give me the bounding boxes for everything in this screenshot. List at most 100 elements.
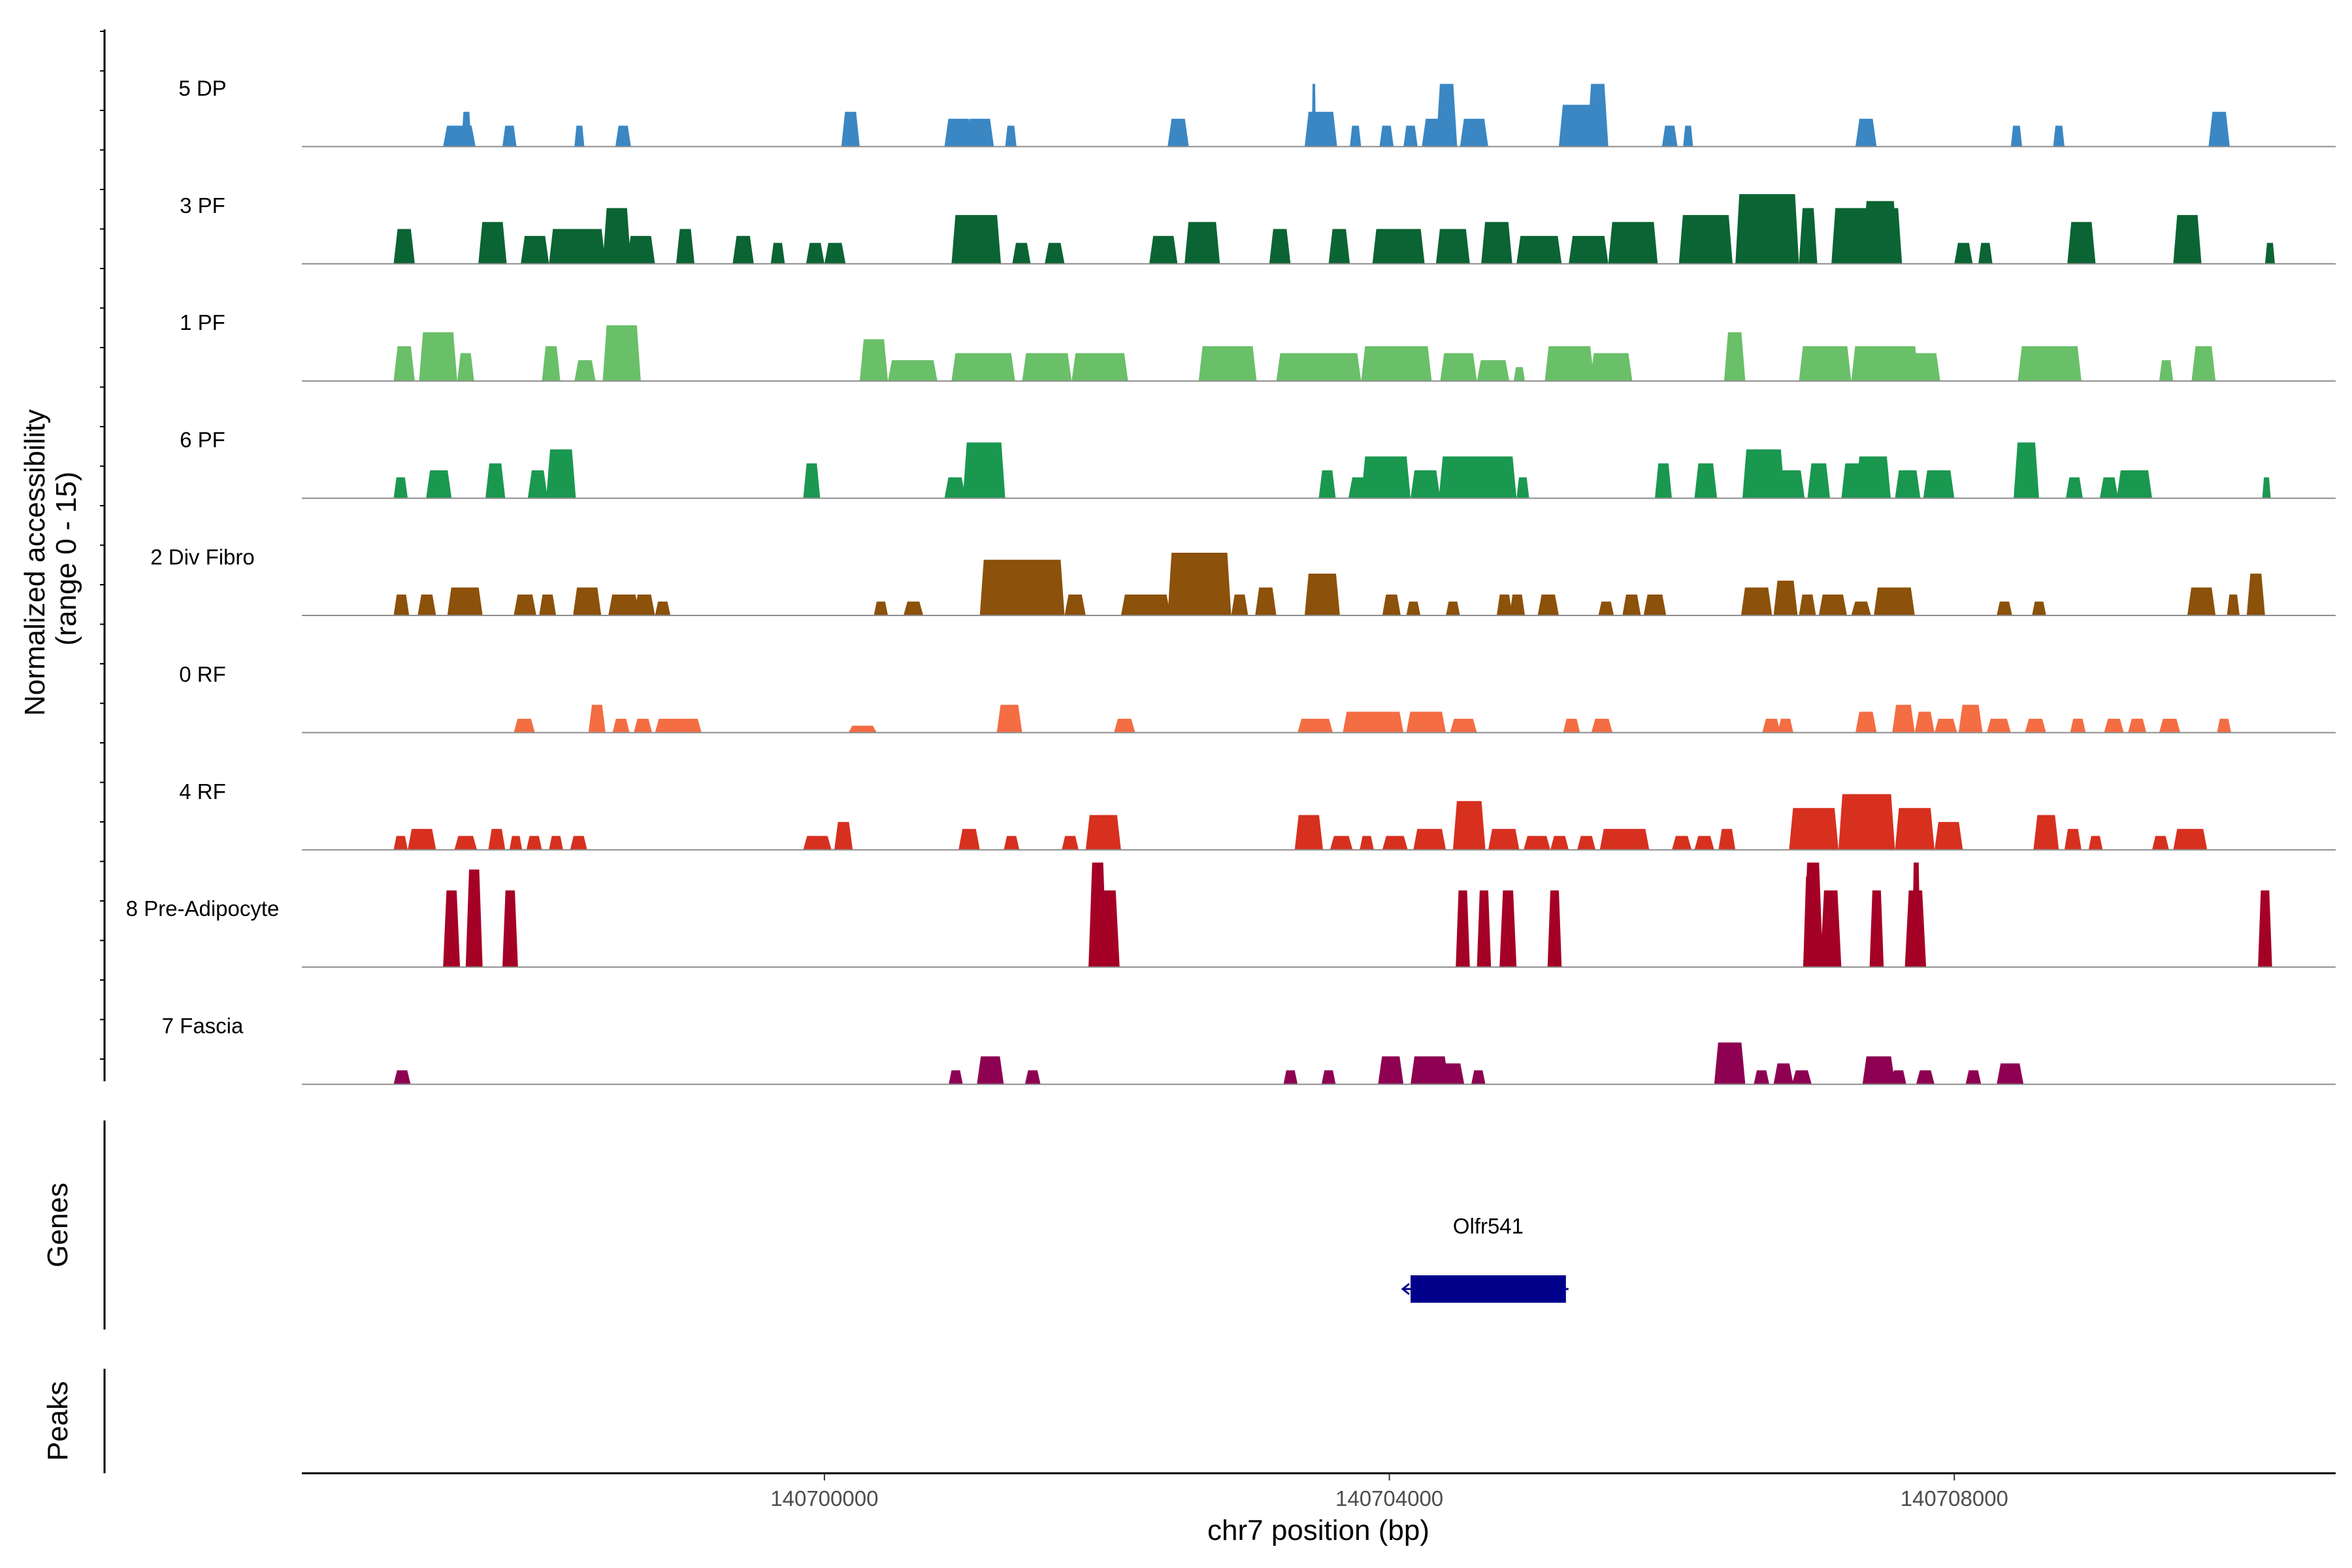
coverage-peak — [2217, 719, 2231, 733]
coverage-peak — [2262, 477, 2271, 498]
coverage-peak — [732, 236, 754, 264]
coverage-peak — [1661, 125, 1678, 147]
coverage-tracks: 5 DP 3 PF 1 PF 6 PF 2 Div Fibro 0 RF 4 RF 8 Pre… — [126, 76, 2336, 1085]
coverage-peak — [1965, 1070, 1982, 1085]
track-label: 7 Fascia — [162, 1014, 244, 1038]
coverage-peak — [1544, 346, 1595, 382]
coverage-peak — [393, 477, 408, 498]
coverage-peak — [1718, 828, 1736, 850]
coverage-peak — [2264, 242, 2275, 264]
coverage-peak — [1378, 1056, 1404, 1085]
coverage-peak — [2191, 346, 2216, 382]
coverage-peak — [574, 125, 585, 147]
y-axis-title: Normalized accessibility (range 0 - 15) — [19, 401, 82, 716]
coverage-peak — [1198, 346, 1257, 382]
coverage-peak — [1477, 890, 1492, 968]
coverage-peak — [834, 822, 853, 850]
coverage-peak — [1231, 595, 1249, 615]
coverage-peak — [1064, 595, 1086, 615]
coverage-peak — [2246, 574, 2265, 615]
coverage-peak — [393, 595, 410, 615]
coverage-peak — [1591, 719, 1613, 733]
coverage-peak — [2053, 125, 2065, 147]
coverage-peak — [951, 353, 1015, 382]
coverage-peak — [2064, 828, 2082, 850]
coverage-peak — [408, 828, 436, 850]
coverage-peak — [1762, 719, 1781, 733]
coverage-peak — [1481, 221, 1512, 264]
coverage-peak — [1935, 719, 1957, 733]
track-6-pf: 6 PF — [180, 428, 2336, 499]
coverage-peak — [478, 221, 507, 264]
coverage-peak — [1114, 719, 1135, 733]
coverage-peak — [2187, 587, 2216, 615]
coverage-peak — [1608, 221, 1658, 264]
coverage-peak — [1622, 595, 1641, 615]
coverage-peak — [393, 1070, 411, 1085]
coverage-peak — [1513, 367, 1526, 382]
coverage-peak — [393, 346, 415, 382]
coverage-peak — [888, 360, 938, 382]
coverage-peak — [634, 595, 655, 615]
track-4-rf: 4 RF — [179, 779, 2336, 851]
coverage-peak — [1916, 1070, 1935, 1085]
coverage-peak — [979, 559, 1065, 615]
coverage-y-axis-ticks — [100, 31, 105, 1060]
track-label: 0 RF — [179, 662, 226, 686]
coverage-peak — [1269, 229, 1291, 264]
genes-panel-label: Genes — [42, 1183, 74, 1267]
coverage-peak — [2100, 477, 2119, 498]
coverage-peak — [1516, 236, 1562, 264]
coverage-peak — [962, 442, 1005, 498]
x-axis-tick-label: 140700000 — [770, 1486, 878, 1511]
coverage-peak — [903, 601, 924, 615]
coverage-peak — [2104, 719, 2124, 733]
coverage-peak — [426, 470, 452, 498]
gene-annotation-track: Olfr541 — [1401, 1214, 1569, 1303]
coverage-peak — [627, 236, 655, 264]
coverage-peak — [1435, 229, 1470, 264]
coverage-peak — [1851, 601, 1871, 615]
track-8-pre-adipocyte: 8 Pre-Adipocyte — [126, 862, 2336, 968]
coverage-peak — [1997, 1063, 2024, 1085]
coverage-peak — [1895, 470, 1921, 498]
coverage-peak — [1488, 828, 1520, 850]
coverage-peak — [1799, 208, 1818, 264]
coverage-peak — [1773, 580, 1798, 615]
coverage-peak — [803, 836, 832, 850]
coverage-peak — [1577, 836, 1596, 850]
coverage-peak — [1062, 836, 1079, 850]
coverage-peak — [2066, 477, 2083, 498]
coverage-peak — [803, 463, 821, 498]
coverage-peak — [1471, 1070, 1486, 1085]
coverage-peak — [1446, 601, 1460, 615]
track-label: 6 PF — [180, 428, 225, 452]
coverage-peak — [2070, 719, 2086, 733]
coverage-peak — [1460, 118, 1488, 147]
coverage-peak — [1803, 862, 1823, 968]
coverage-peak — [1085, 815, 1121, 850]
coverage-peak — [1914, 711, 1935, 733]
coverage-peak — [1440, 353, 1477, 382]
coverage-peak — [1838, 794, 1895, 850]
coverage-peak — [1590, 353, 1633, 382]
coverage-peak — [944, 477, 966, 498]
coverage-peak — [542, 346, 561, 382]
coverage-peak — [546, 449, 576, 498]
coverage-peak — [1678, 215, 1733, 264]
x-axis-title: chr7 position (bp) — [1207, 1514, 1429, 1546]
coverage-peak — [612, 719, 630, 733]
coverage-peak — [1799, 346, 1852, 382]
coverage-peak — [1855, 711, 1877, 733]
coverage-peak — [1496, 595, 1512, 615]
coverage-peak — [2227, 595, 2240, 615]
coverage-peak — [806, 242, 825, 264]
coverage-peak — [461, 112, 472, 147]
coverage-peak — [655, 601, 671, 615]
coverage-peak — [447, 587, 483, 615]
coverage-peak — [1563, 719, 1580, 733]
coverage-peak — [1773, 1063, 1793, 1085]
coverage-peak — [1987, 719, 2011, 733]
